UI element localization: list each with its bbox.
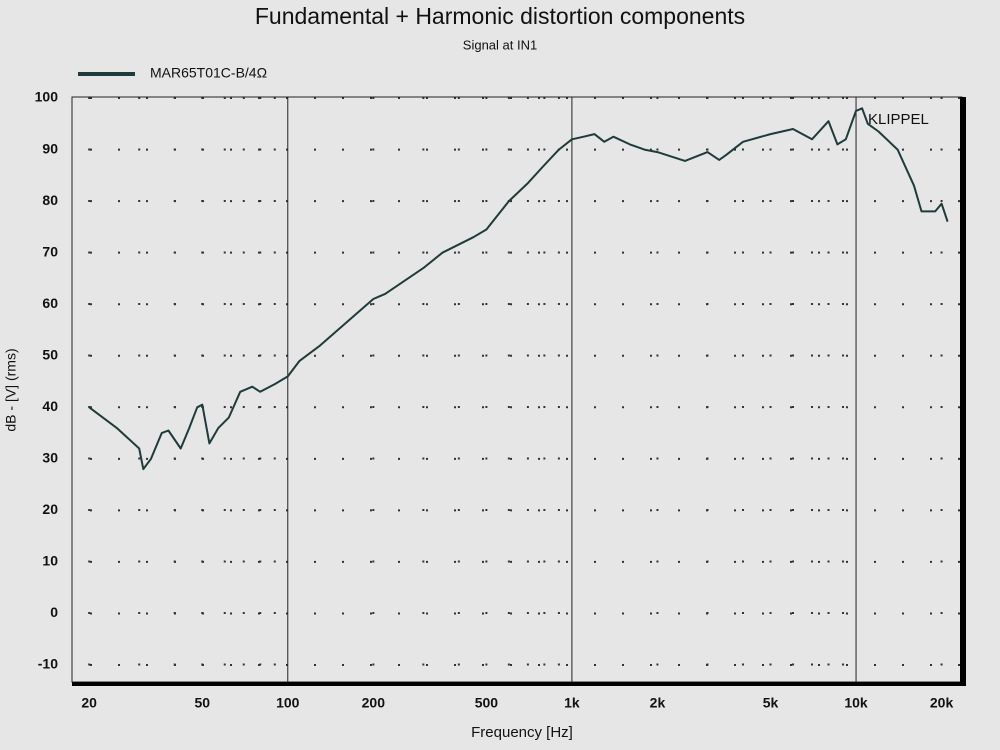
y-tick-label: 90 bbox=[42, 140, 58, 156]
annotation: KLIPPEL bbox=[868, 111, 929, 128]
y-tick-label: 40 bbox=[42, 398, 58, 414]
y-tick-label: 100 bbox=[35, 89, 59, 105]
y-tick-label: 30 bbox=[42, 450, 58, 466]
plot-frame bbox=[71, 96, 963, 683]
legend-label: MAR65T01C-B/4Ω bbox=[150, 65, 267, 81]
x-axis-label: Frequency [Hz] bbox=[471, 724, 573, 741]
chart-subtitle: Signal at IN1 bbox=[463, 37, 537, 52]
y-tick-label: 10 bbox=[42, 553, 58, 569]
y-tick-label: 60 bbox=[42, 295, 58, 311]
y-axis-label: dB - [V] (rms) bbox=[3, 348, 19, 431]
y-tick-label: 70 bbox=[42, 243, 58, 259]
x-tick-label: 200 bbox=[362, 695, 386, 711]
x-tick-label: 5k bbox=[763, 695, 779, 711]
y-tick-label: -10 bbox=[38, 656, 58, 672]
y-tick-label: 0 bbox=[50, 604, 58, 620]
x-tick-label: 50 bbox=[194, 695, 210, 711]
y-tick-label: 20 bbox=[42, 501, 58, 517]
x-tick-label: 10k bbox=[844, 695, 868, 711]
chart-title: Fundamental + Harmonic distortion compon… bbox=[255, 3, 745, 29]
data-line bbox=[88, 107, 949, 471]
y-tick-label: 80 bbox=[42, 192, 58, 208]
x-tick-label: 100 bbox=[276, 695, 300, 711]
y-tick-label: 50 bbox=[42, 346, 58, 362]
x-tick-label: 20 bbox=[81, 695, 97, 711]
x-tick-label: 500 bbox=[475, 695, 499, 711]
x-tick-label: 1k bbox=[564, 695, 580, 711]
x-tick-label: 2k bbox=[650, 695, 666, 711]
x-tick-label: 20k bbox=[930, 695, 954, 711]
